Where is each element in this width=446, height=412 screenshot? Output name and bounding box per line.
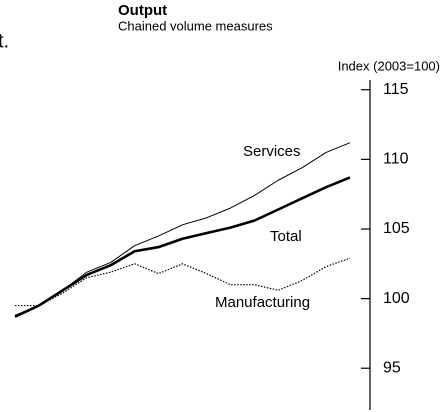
y-tick-label: 95 xyxy=(383,359,401,376)
chart-title: Output xyxy=(118,2,167,19)
y-tick-label: 105 xyxy=(383,220,410,237)
chart-subtitle: Chained volume measures xyxy=(118,18,273,33)
series-label: Total xyxy=(270,228,302,245)
annotation: t. xyxy=(0,30,9,52)
y-axis-label: Index (2003=100) xyxy=(338,58,440,73)
y-tick-label: 115 xyxy=(383,81,409,98)
series-line xyxy=(14,176,351,318)
y-tick-label: 110 xyxy=(383,151,409,168)
series-label: Services xyxy=(243,143,301,160)
series-label: Manufacturing xyxy=(215,294,310,311)
y-tick-label: 100 xyxy=(383,290,410,307)
series-line xyxy=(15,257,351,307)
